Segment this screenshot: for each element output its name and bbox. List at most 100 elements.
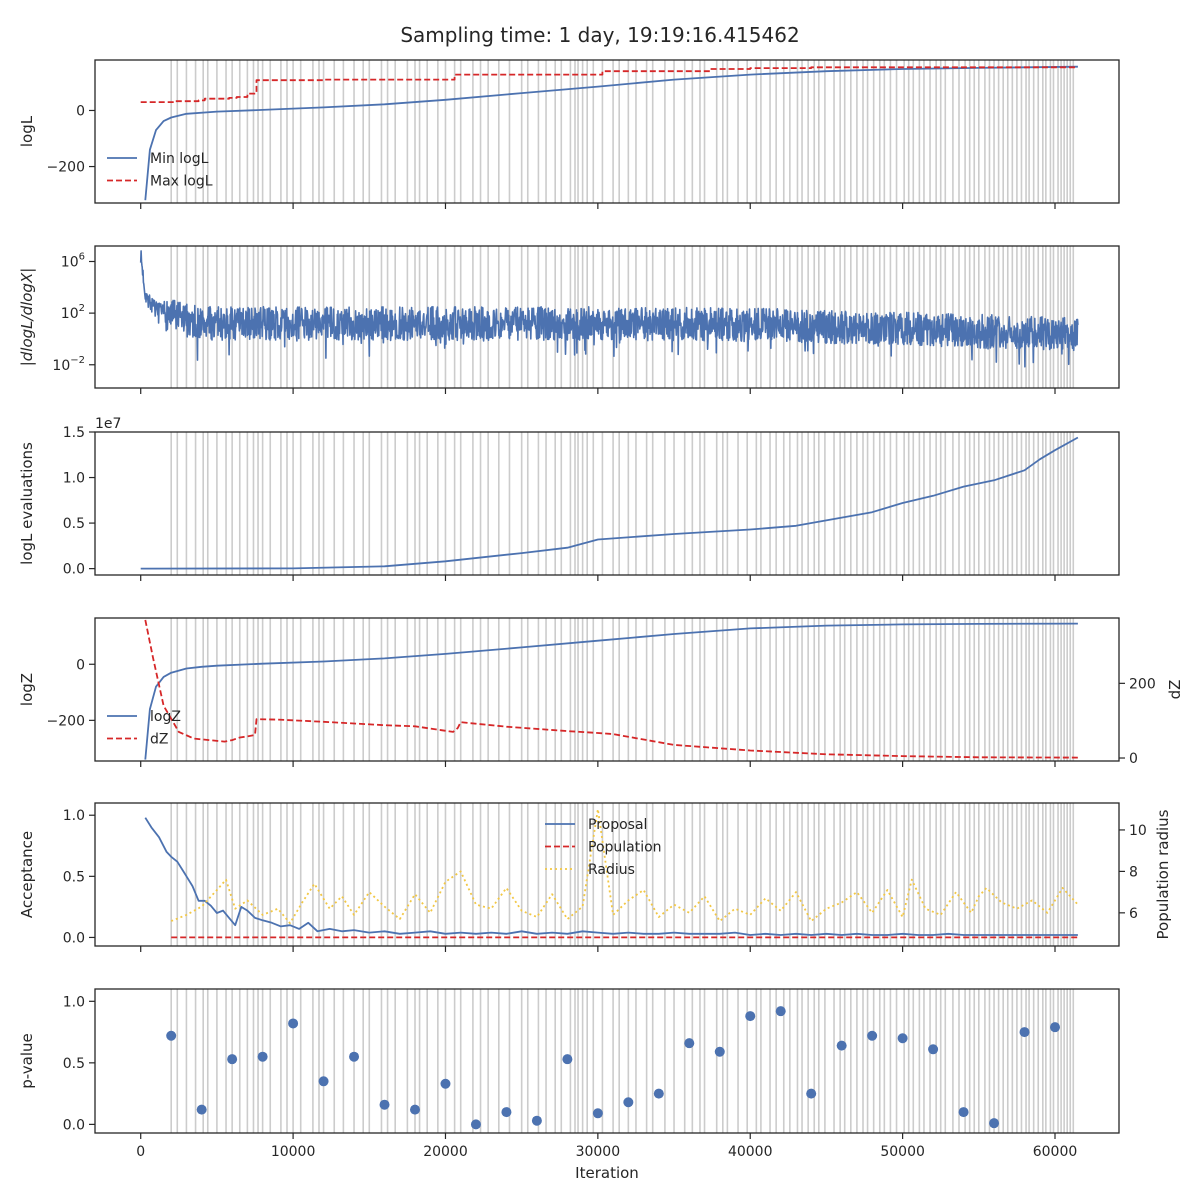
axes-frame — [94, 988, 1120, 1134]
panel-6: 0 10000 20000 30000 40000 50000 60000 0.0 0.5 1.0… — [18, 988, 1120, 1160]
p-value-point — [166, 1030, 177, 1041]
series-line-2 — [144, 619, 1078, 759]
figure-title: Sampling time: 1 day, 19:19:16.415462 — [400, 23, 799, 47]
y-tick-label: 1.0 — [63, 471, 85, 487]
x-tick-label: 20000 — [423, 1144, 468, 1160]
p-value-point — [288, 1018, 299, 1029]
legend-label: Proposal — [588, 817, 647, 833]
x-axis-label: Iteration — [575, 1164, 639, 1182]
y-tick-label: 0.0 — [63, 562, 85, 578]
plot-area — [140, 65, 1078, 201]
vline-group — [170, 432, 1075, 575]
p-value-point — [410, 1104, 420, 1115]
y-tick-label: 0.0 — [63, 930, 85, 946]
legend-label: Radius — [588, 862, 635, 878]
y-offset-label: 1e7 — [95, 416, 121, 432]
p-value-point — [775, 1006, 786, 1017]
vline-group — [170, 989, 1075, 1133]
y-axis-label: logZ — [18, 673, 36, 706]
y-tick-label-right: 6 — [1129, 906, 1138, 922]
y-tick-label: −200 — [47, 160, 85, 176]
series-line-1 — [144, 65, 1078, 201]
p-value-point — [958, 1107, 969, 1118]
series-line-3 — [170, 808, 1079, 925]
x-tick-label: 10000 — [271, 1144, 316, 1160]
x-tick-label: 60000 — [1033, 1144, 1078, 1160]
plot-area — [144, 619, 1078, 760]
vline-group — [170, 60, 1075, 203]
y-tick-label: 0.0 — [63, 1117, 85, 1133]
y-axis-label: |dlogL/dlogX| — [18, 268, 36, 367]
p-value-point — [806, 1088, 817, 1099]
p-value-point — [531, 1115, 542, 1126]
p-value-point — [379, 1099, 390, 1110]
p-value-point — [440, 1078, 451, 1089]
axes-frame — [94, 617, 1120, 762]
y-tick-label: 106 — [61, 251, 85, 270]
series-line-1 — [144, 622, 1078, 760]
vline-group — [170, 803, 1075, 946]
y-axis-label: logL evaluations — [18, 442, 36, 565]
p-value-point — [227, 1054, 238, 1065]
x-tick-label: 40000 — [728, 1144, 773, 1160]
y-tick-label: 0.5 — [63, 1056, 85, 1072]
y-axis-label: p-value — [18, 1033, 36, 1089]
panel-4: 0 −200 0 200 logZ dZ logZ dZ — [18, 617, 1184, 767]
plot-area — [140, 436, 1079, 570]
legend-label: Max logL — [150, 174, 213, 190]
y-tick-label: 0 — [76, 657, 85, 673]
y-tick-label-right: 200 — [1129, 676, 1156, 692]
panel-2: 106 102 10−2 |dlogL/dlogX| — [18, 245, 1120, 394]
plot-area — [166, 1006, 1060, 1130]
p-value-point — [867, 1030, 878, 1041]
p-value-point — [745, 1011, 756, 1022]
p-value-point — [1019, 1027, 1030, 1038]
y-tick-label: 1.5 — [63, 425, 85, 441]
legend-label: dZ — [150, 732, 168, 748]
series-line-1 — [139, 250, 1079, 368]
axes-frame — [94, 802, 1120, 947]
y-tick-label-right: 10 — [1129, 823, 1147, 839]
series-line-2 — [140, 66, 1078, 103]
p-value-point — [349, 1051, 360, 1062]
axes-frame — [94, 245, 1120, 389]
legend: logZ dZ — [107, 709, 181, 748]
series-line-1 — [144, 817, 1078, 936]
plot-area — [139, 250, 1079, 368]
p-value-point — [928, 1044, 939, 1055]
y-tick-label-right: 0 — [1129, 751, 1138, 767]
p-value-point — [1050, 1022, 1060, 1033]
p-value-point — [592, 1108, 603, 1119]
vline-group — [170, 618, 1075, 761]
legend-label: Population — [588, 840, 662, 856]
p-value-point — [196, 1104, 207, 1115]
p-value-point — [470, 1119, 481, 1130]
x-tick-label: 30000 — [576, 1144, 621, 1160]
x-tick-label: 0 — [136, 1144, 145, 1160]
legend: Proposal Population Radius — [545, 817, 662, 878]
legend-label: Min logL — [150, 151, 209, 167]
y-tick-label: 102 — [61, 303, 85, 322]
p-value-point — [501, 1107, 512, 1118]
p-value-point — [714, 1046, 725, 1057]
y-tick-label: 10−2 — [52, 355, 85, 374]
y-tick-label-right: 8 — [1129, 864, 1138, 880]
panel-1: 0 −200 logL Min logL Max logL — [18, 59, 1120, 209]
p-value-point — [897, 1033, 908, 1044]
y-tick-label: 1.0 — [63, 808, 85, 824]
y-tick-label: −200 — [47, 713, 85, 729]
p-value-point — [623, 1097, 634, 1108]
axes-frame — [94, 59, 1120, 204]
y-tick-label: 0.5 — [63, 516, 85, 532]
vline-group — [170, 246, 1075, 388]
y-axis-label: Acceptance — [18, 831, 36, 918]
legend: Min logL Max logL — [107, 151, 213, 190]
x-tick-label: 50000 — [880, 1144, 925, 1160]
p-value-point — [684, 1038, 695, 1049]
p-value-point — [989, 1118, 1000, 1129]
series-line-1 — [140, 436, 1079, 570]
panel-3: 0.0 0.5 1.0 1.5 1e7 logL evaluations — [18, 416, 1120, 581]
panel-5: 0.0 0.5 1.0 6 8 10 Acceptance Population radius… — [18, 802, 1172, 952]
